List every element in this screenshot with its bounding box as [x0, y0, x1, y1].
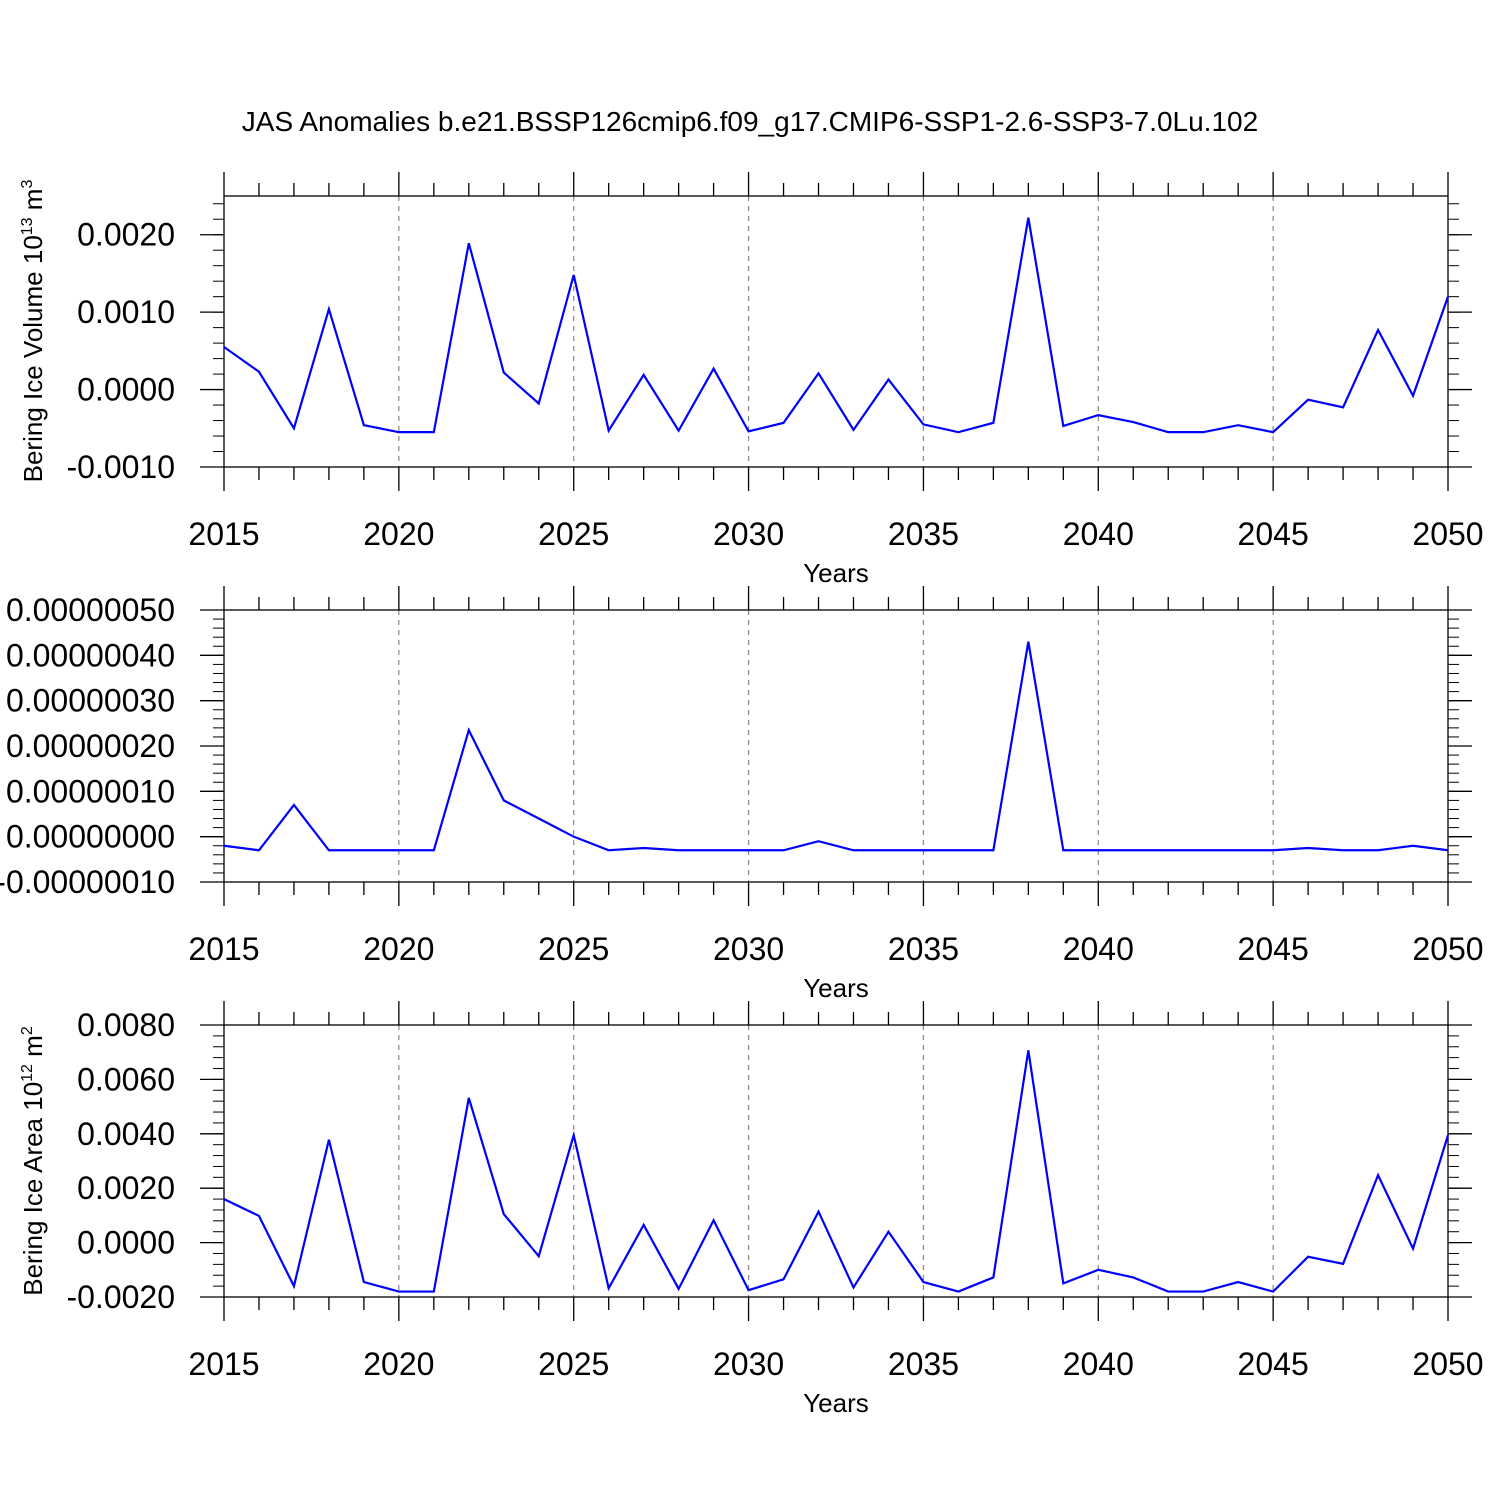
x-axis-label: Years	[803, 1388, 869, 1418]
y-tick-label: 0.00000030	[6, 683, 175, 719]
y-tick-label: 0.0000	[77, 1225, 175, 1261]
y-tick-label: 0.00000040	[6, 637, 175, 673]
x-tick-label: 2020	[363, 1346, 434, 1382]
x-tick-label: 2025	[538, 1346, 609, 1382]
y-tick-label: 0.00000000	[6, 819, 175, 855]
x-tick-label: 2045	[1238, 516, 1309, 552]
plot-frame	[223, 1024, 1449, 1298]
y-tick-label: 0.0080	[77, 1007, 175, 1043]
x-tick-label: 2015	[188, 931, 259, 967]
x-tick-label: 2040	[1063, 931, 1134, 967]
y-tick-label: 0.0020	[77, 1170, 175, 1206]
x-tick-label: 2050	[1412, 516, 1483, 552]
y-tick-label: 0.0000	[77, 372, 175, 408]
y-tick-label: -0.0020	[66, 1279, 175, 1315]
chart-panel-2: -0.00000010 0.00000000 0.00000010 0.0000002…	[0, 586, 1484, 1003]
x-tick-label: 2015	[188, 1346, 259, 1382]
x-tick-label: 2020	[363, 516, 434, 552]
plot-frame	[223, 609, 1449, 883]
y-tick-label: 0.0010	[77, 294, 175, 330]
chart-title: JAS Anomalies b.e21.BSSP126cmip6.f09_g17…	[242, 106, 1258, 137]
x-tick-label: 2035	[888, 931, 959, 967]
chart-panel-1: -0.0010 0.0000 0.0010 0.0020 2015 2020 2025 203…	[18, 172, 1484, 588]
x-tick-label: 2030	[713, 516, 784, 552]
chart-panel-3: -0.0020 0.0000 0.0020 0.0040 0.0060 0.0080 201…	[18, 1001, 1484, 1418]
series-line	[223, 217, 1450, 434]
x-tick-label: 2015	[188, 516, 259, 552]
y-tick-label: 0.00000050	[6, 592, 175, 628]
y-axis-label: Bering Ice Volume 1013 m3	[18, 180, 48, 483]
x-axis-label: Years	[803, 558, 869, 588]
y-tick-label: 0.0020	[77, 217, 175, 253]
plot-frame	[223, 195, 1449, 468]
x-tick-label: 2040	[1063, 1346, 1134, 1382]
x-tick-label: 2040	[1063, 516, 1134, 552]
y-tick-label: -0.00000010	[0, 864, 175, 900]
series-line	[223, 1050, 1450, 1293]
y-tick-label: 0.00000020	[6, 728, 175, 764]
y-tick-label: -0.0010	[66, 449, 175, 485]
x-axis-label: Years	[803, 973, 869, 1003]
x-tick-label: 2045	[1238, 1346, 1309, 1382]
x-tick-label: 2025	[538, 931, 609, 967]
x-tick-label: 2045	[1238, 931, 1309, 967]
x-tick-label: 2035	[888, 516, 959, 552]
x-tick-label: 2020	[363, 931, 434, 967]
y-tick-label: 0.00000010	[6, 773, 175, 809]
x-tick-label: 2030	[713, 1346, 784, 1382]
x-tick-label: 2050	[1412, 931, 1483, 967]
x-tick-label: 2035	[888, 1346, 959, 1382]
x-tick-label: 2030	[713, 931, 784, 967]
x-tick-label: 2050	[1412, 1346, 1483, 1382]
x-tick-label: 2025	[538, 516, 609, 552]
y-tick-label: 0.0060	[77, 1061, 175, 1097]
y-tick-label: 0.0040	[77, 1116, 175, 1152]
series-line	[223, 641, 1449, 852]
y-axis-label: Bering Ice Area 1012 m2	[18, 1026, 48, 1296]
